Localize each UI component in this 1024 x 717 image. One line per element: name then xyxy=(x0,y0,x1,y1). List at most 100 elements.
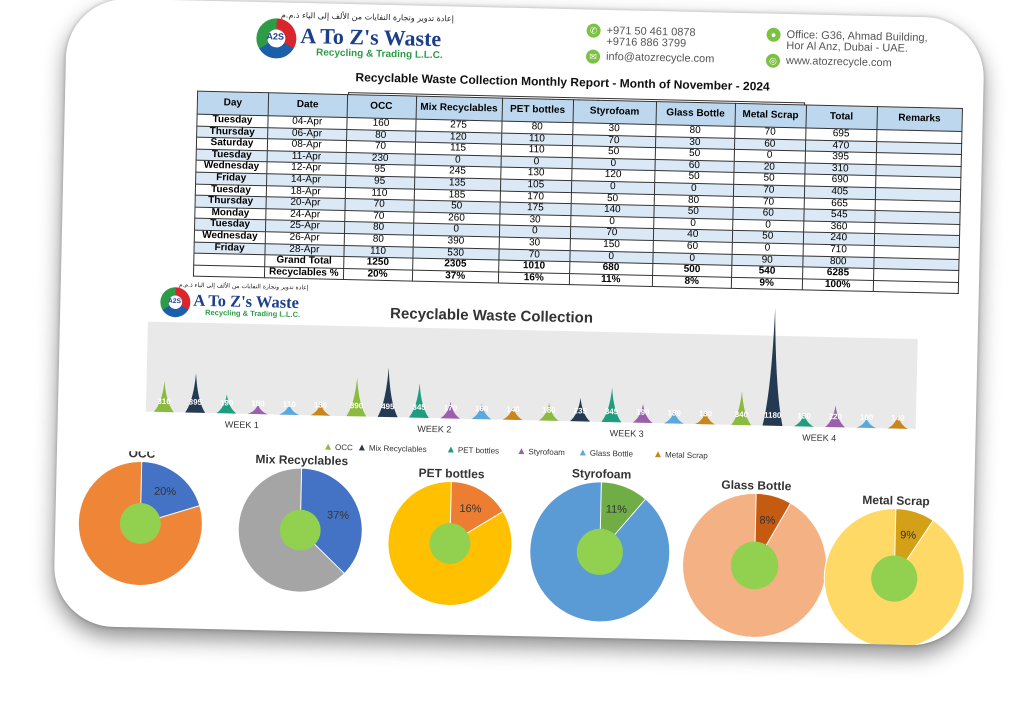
pie-title: OCC xyxy=(128,450,155,461)
pie-center xyxy=(119,503,161,544)
data-label: 110 xyxy=(283,400,297,409)
legend-entry: Metal Scrap xyxy=(665,450,708,460)
data-label: 220 xyxy=(829,412,843,421)
company-logo: إعادة تدوير وتجارة النفايات من الألف إلى… xyxy=(255,10,537,68)
pie-center xyxy=(429,523,471,564)
col-glass: Glass Bottle xyxy=(655,101,736,127)
col-mix: Mix Recyclables xyxy=(415,96,503,122)
chart-plot-background xyxy=(145,321,918,430)
report-sheet: إعادة تدوير وتجارة النفايات من الألف إلى… xyxy=(52,0,986,647)
area-peak-styrofoam xyxy=(247,404,268,415)
legend-marker xyxy=(447,446,454,453)
cell-occ: 20% xyxy=(342,268,413,282)
website-link[interactable]: www.atozrecycle.com xyxy=(785,54,892,70)
area-peak-metal-scrap xyxy=(887,414,908,429)
cell-total: 100% xyxy=(802,278,874,292)
cell-blank xyxy=(193,264,265,279)
pie-percent-label: 9% xyxy=(900,529,916,541)
pie-center xyxy=(871,555,918,602)
pie-percent-label: 11% xyxy=(606,504,628,516)
area-peak-styrofoam xyxy=(440,401,461,419)
pie-percent-label: 16% xyxy=(459,503,482,516)
col-day: Day xyxy=(197,91,269,116)
data-label: 100 xyxy=(860,413,874,422)
area-peak-styrofoam xyxy=(825,405,846,428)
area-peak-metal-scrap xyxy=(310,402,331,416)
legend-entry: Styrofoam xyxy=(528,447,565,457)
area-peak-mix-recyclables xyxy=(570,397,591,422)
cell-metal: 9% xyxy=(731,277,803,291)
data-label: 130 xyxy=(699,409,713,418)
data-label: 340 xyxy=(735,410,749,419)
data-label: 140 xyxy=(891,413,905,422)
pie-charts: 20% OCC 37% Mix Recyclables 16% PET bottles 11… xyxy=(77,450,965,647)
col-date: Date xyxy=(268,92,348,118)
data-label: 495 xyxy=(381,402,395,411)
area-peak-glass-bottle xyxy=(471,403,492,420)
legend-marker xyxy=(579,449,586,456)
cell-sty: 11% xyxy=(569,273,653,287)
phone-icon: ✆ xyxy=(586,23,601,38)
pie-center xyxy=(576,528,623,575)
pie-title: Glass Bottle xyxy=(721,478,792,494)
data-label: 130 xyxy=(314,400,328,409)
area-peak-glass-bottle xyxy=(663,410,684,424)
company-arabic-name: إعادة تدوير وتجارة النفايات من الألف إلى… xyxy=(280,10,454,24)
col-styrofoam: Styrofoam xyxy=(572,99,657,125)
pie-styrofoam: 11% Styrofoam xyxy=(529,466,671,623)
pie-center xyxy=(279,509,321,551)
pie-mix-recyclables: 37% Mix Recyclables xyxy=(237,452,363,593)
data-label: 190 xyxy=(636,408,650,417)
data-label: 395 xyxy=(189,398,203,407)
website-contact[interactable]: ◎ www.atozrecycle.com xyxy=(765,53,892,71)
data-label: 170 xyxy=(444,403,458,412)
area-peak-pet-bottles xyxy=(601,387,622,423)
col-pet: PET bottles xyxy=(501,98,574,123)
area-chart: 310 395 190 100 110 130 WEEK 1 390 495 345 170 160 1… xyxy=(145,307,918,460)
email-contact[interactable]: ✉ info@atozrecycle.com xyxy=(585,49,715,66)
data-label: 345 xyxy=(605,407,619,416)
address-line-2: Hor Al Anz, Dubai - UAE. xyxy=(786,39,909,55)
data-label: 160 xyxy=(475,404,489,413)
cell-glass: 8% xyxy=(652,275,732,289)
x-tick-label: WEEK 4 xyxy=(802,432,836,443)
area-peak-metal-scrap xyxy=(695,411,716,425)
cell-day: Wednesday xyxy=(194,230,266,244)
area-peak-occ xyxy=(346,377,367,417)
data-label: 345 xyxy=(412,403,426,412)
cell-label: Recyclables % xyxy=(264,266,344,280)
legend-marker xyxy=(654,451,661,458)
cell-pet: 16% xyxy=(498,271,570,285)
pie-glass-bottle: 8% Glass Bottle xyxy=(682,478,828,638)
legend-entry: Mix Recyclables xyxy=(369,444,427,454)
pie-title: Styrofoam xyxy=(572,466,632,481)
area-peak-occ xyxy=(153,380,174,413)
pie-center xyxy=(730,541,779,590)
area-peak-pet-bottles xyxy=(793,413,814,427)
col-total: Total xyxy=(805,104,878,130)
pie-percent-label: 37% xyxy=(327,509,350,522)
x-tick-label: WEEK 1 xyxy=(225,419,259,430)
company-subtitle: Recycling & Trading L.L.C. xyxy=(315,47,443,62)
col-remarks: Remarks xyxy=(876,106,963,132)
area-peak-glass-bottle xyxy=(856,417,877,429)
data-label: 190 xyxy=(220,398,234,407)
legend-marker xyxy=(518,448,525,455)
logo-mark-text: A2S xyxy=(266,31,285,42)
legend-entry: OCC xyxy=(335,443,353,452)
x-tick-label: WEEK 3 xyxy=(610,428,644,439)
pie-title: PET bottles xyxy=(418,466,485,482)
legend-entry: PET bottles xyxy=(458,446,499,456)
area-peak-pet-bottles xyxy=(216,394,237,414)
waste-table: Day Date OCC Mix Recyclables PET bottles… xyxy=(193,91,963,295)
area-peak-pet-bottles xyxy=(408,383,429,418)
pie-value-slice xyxy=(299,467,363,575)
pie-occ: 20% OCC xyxy=(77,450,203,586)
area-peak-occ xyxy=(731,391,752,426)
area-peak-metal-scrap xyxy=(502,405,523,421)
email-icon: ✉ xyxy=(585,49,601,64)
pie-title: Metal Scrap xyxy=(862,493,930,509)
x-tick-label: WEEK 2 xyxy=(417,424,451,435)
data-label: 140 xyxy=(506,405,520,414)
email-link[interactable]: info@atozrecycle.com xyxy=(605,50,715,66)
